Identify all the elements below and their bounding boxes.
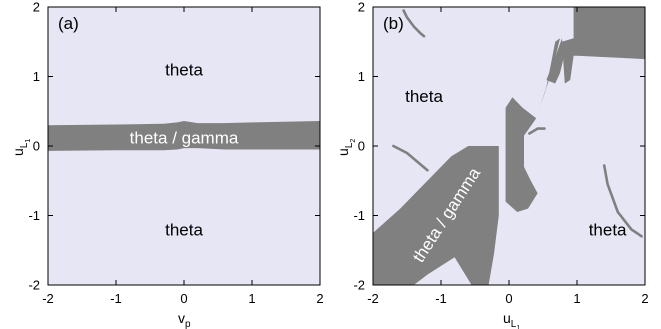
y-tick-label: -1 xyxy=(353,208,365,223)
y-tick-label: 1 xyxy=(33,69,40,84)
gamma-region-1 xyxy=(373,146,499,285)
y-tick-label: 2 xyxy=(358,0,365,15)
y-tick-label: 2 xyxy=(33,0,40,15)
x-tick-label: 1 xyxy=(248,291,255,306)
y-tick-label: -2 xyxy=(353,278,365,293)
x-tick-label: 0 xyxy=(180,291,187,306)
x-tick-label: -1 xyxy=(110,291,122,306)
gamma-region-3 xyxy=(505,146,538,212)
gamma-boundary-curve-3 xyxy=(575,19,580,54)
region-label-2: theta xyxy=(589,220,627,239)
y-tick-label: 0 xyxy=(33,139,40,154)
panel-label: (b) xyxy=(383,14,404,33)
region-label-3: theta xyxy=(165,220,203,239)
gamma-boundary-curve-5 xyxy=(528,127,546,135)
region-label-1: theta xyxy=(165,61,203,80)
gamma-boundary-curve-4 xyxy=(602,164,643,238)
x-axis-label: vp xyxy=(178,310,191,329)
gamma-region-2 xyxy=(505,97,537,146)
gamma-boundary-curve-1 xyxy=(402,9,426,38)
panel-label: (a) xyxy=(58,14,79,33)
x-tick-label: -2 xyxy=(367,291,379,306)
plot-area xyxy=(48,121,320,151)
plot-area xyxy=(373,7,645,285)
y-tick-label: -1 xyxy=(28,208,40,223)
y-axis-label: uL2 xyxy=(335,139,357,156)
region-label-1: theta xyxy=(405,87,443,106)
x-tick-label: 0 xyxy=(505,291,512,306)
gamma-band-region xyxy=(48,121,320,151)
gamma-boundary-curve-2 xyxy=(392,144,429,172)
y-tick-label: 0 xyxy=(358,139,365,154)
x-tick-label: 2 xyxy=(316,291,323,306)
chart-panel-1: -2 -1 0 1 2 -2 -1 0 1 2 vp uL1 (a) theta theta / gamma… xyxy=(10,0,324,329)
x-tick-label: 2 xyxy=(641,291,648,306)
x-tick-label: -1 xyxy=(435,291,447,306)
region-label-2: theta / gamma xyxy=(130,129,239,148)
x-tick-label: -2 xyxy=(42,291,54,306)
y-tick-label: 1 xyxy=(358,69,365,84)
y-axis-label: uL1 xyxy=(10,139,32,156)
y-tick-label: -2 xyxy=(28,278,40,293)
gamma-region-6 xyxy=(562,7,645,84)
gamma-region-5 xyxy=(546,38,564,84)
x-axis-label: uL1 xyxy=(503,310,520,329)
x-tick-label: 1 xyxy=(573,291,580,306)
